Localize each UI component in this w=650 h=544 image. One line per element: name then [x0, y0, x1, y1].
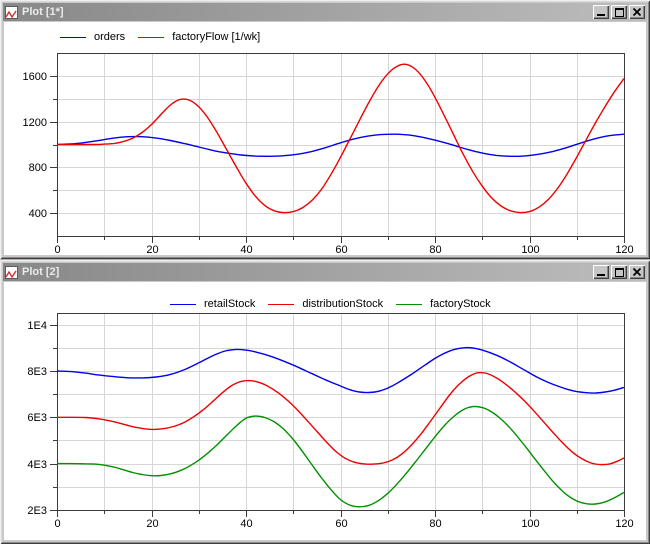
minimize-icon	[597, 274, 605, 276]
plot-legend-1: orders factoryFlow [1/wk]	[60, 31, 273, 43]
svg-text:100: 100	[521, 518, 539, 530]
close-button[interactable]	[629, 5, 645, 19]
maximize-button[interactable]	[611, 265, 627, 279]
plot-window-2: Plot [2] retailStock distributionStock fac…	[0, 260, 650, 544]
legend-line-sample	[268, 303, 295, 305]
svg-text:1E4: 1E4	[27, 320, 47, 332]
legend-line-sample	[396, 303, 423, 305]
svg-text:60: 60	[335, 518, 347, 530]
maximize-button[interactable]	[611, 5, 627, 19]
svg-text:1200: 1200	[23, 117, 47, 129]
svg-text:80: 80	[429, 518, 441, 530]
svg-text:4E3: 4E3	[27, 459, 47, 471]
legend-item-factoryflow-1-wk-[interactable]: factoryFlow [1/wk]	[138, 31, 260, 43]
svg-text:80: 80	[429, 244, 441, 256]
plot-app-icon[interactable]	[5, 265, 18, 279]
legend-line-sample	[138, 36, 165, 38]
close-icon	[633, 268, 641, 276]
svg-text:1600: 1600	[23, 71, 47, 83]
minimize-button[interactable]	[593, 265, 609, 279]
window-title: Plot [2]	[22, 266, 60, 278]
plot-window-1: Plot [1*] orders factoryFlow [1/wk] 0 20 40…	[0, 0, 650, 259]
titlebar-plot-2[interactable]: Plot [2]	[3, 263, 647, 281]
svg-text:20: 20	[146, 518, 158, 530]
plot-client-area-1: orders factoryFlow [1/wk]	[4, 22, 646, 255]
legend-label: factoryFlow [1/wk]	[172, 31, 261, 43]
svg-text:60: 60	[335, 244, 347, 256]
svg-text:20: 20	[146, 244, 158, 256]
svg-text:0: 0	[54, 244, 60, 256]
close-button[interactable]	[629, 265, 645, 279]
legend-line-sample	[60, 36, 86, 38]
legend-line-sample	[170, 303, 196, 305]
svg-text:2E3: 2E3	[27, 505, 47, 517]
legend-label: retailStock	[204, 298, 256, 310]
maximize-icon	[614, 8, 624, 17]
titlebar-buttons	[591, 265, 645, 279]
svg-text:8E3: 8E3	[27, 366, 47, 378]
plot-canvas-1[interactable]: 0 20 40 60 80 100 120 400 800 1200 1600	[0, 0, 650, 258]
svg-text:800: 800	[29, 162, 47, 174]
minimize-icon	[597, 14, 605, 16]
svg-text:120: 120	[615, 518, 633, 530]
close-icon	[633, 8, 641, 16]
svg-text:6E3: 6E3	[27, 412, 47, 424]
legend-label: factoryStock	[430, 298, 491, 310]
legend-item-factorystock[interactable]: factoryStock	[396, 298, 491, 310]
plot-app-icon[interactable]	[5, 5, 18, 19]
svg-text:100: 100	[521, 244, 539, 256]
svg-text:40: 40	[240, 518, 252, 530]
legend-label: distributionStock	[302, 298, 384, 310]
minimize-button[interactable]	[593, 5, 609, 19]
titlebar-plot-1[interactable]: Plot [1*]	[3, 3, 647, 21]
legend-item-orders[interactable]: orders	[60, 31, 125, 43]
plot-legend-2: retailStock distributionStock factoryStock	[170, 298, 504, 310]
window-title: Plot [1*]	[22, 6, 64, 18]
legend-item-distributionstock[interactable]: distributionStock	[268, 298, 383, 310]
svg-text:400: 400	[29, 208, 47, 220]
legend-label: orders	[94, 31, 126, 43]
titlebar-buttons	[591, 5, 645, 19]
svg-text:120: 120	[615, 244, 633, 256]
svg-text:40: 40	[240, 244, 252, 256]
plot-canvas-2[interactable]: 0 20 40 60 80 100 120 2E3 4E3 6E3 8E3 1E4	[0, 260, 650, 543]
svg-text:0: 0	[54, 518, 60, 530]
legend-item-retailstock[interactable]: retailStock	[170, 298, 255, 310]
maximize-icon	[614, 268, 624, 277]
